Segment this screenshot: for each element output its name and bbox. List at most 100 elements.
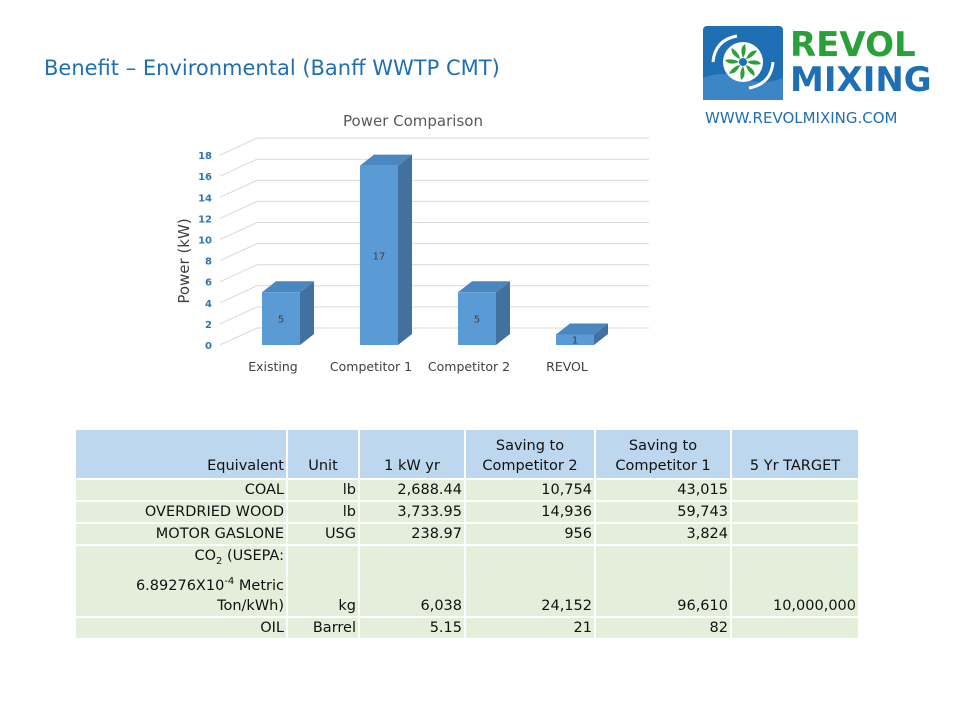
bar-side	[496, 281, 510, 345]
cell-saving-c2: 10,754	[464, 478, 596, 502]
co2-factor: 6.89276X10	[135, 577, 225, 594]
y-tick-label: 0	[205, 341, 212, 352]
cell-1kw-yr: 6,038	[358, 544, 466, 618]
bar-revol	[556, 323, 608, 345]
x-tick-label: REVOL	[546, 359, 588, 374]
bar-top	[556, 323, 608, 335]
cell-saving-c1: 82	[594, 615, 732, 640]
gridline-depth	[219, 243, 258, 262]
y-tick-label: 2	[205, 320, 212, 331]
chart-title: Power Comparison	[343, 112, 483, 130]
website-link[interactable]: WWW.REVOLMIXING.COM	[705, 109, 898, 127]
y-axis-label: Power (kW)	[175, 218, 193, 303]
gridline-depth	[219, 179, 258, 198]
table-row-gasoline: MOTOR GASLONE USG 238.97 956 3,824	[74, 522, 860, 546]
table-row-co2: CO2 (USEPA: 6.89276X10-4 Metric Ton/kWh) k…	[74, 544, 860, 618]
bar-existing	[262, 281, 314, 345]
header-saving-competitor-2: Saving to Competitor 2	[464, 428, 596, 480]
x-tick-label: Existing	[248, 359, 298, 374]
gridline-depth	[219, 264, 258, 283]
cell-target	[730, 500, 860, 524]
cell-equivalent: OIL	[74, 615, 288, 640]
cell-target: 10,000,000	[730, 544, 860, 618]
header-1kw-yr: 1 kW yr	[358, 428, 466, 480]
cell-saving-c1: 43,015	[594, 478, 732, 502]
gridline-depth	[219, 285, 258, 304]
bar-data-label: 5	[474, 315, 480, 326]
revol-mixing-logo: REVOL MIXING	[703, 25, 932, 100]
logo-word-mixing: MIXING	[790, 60, 932, 100]
equivalents-table: Equivalent Unit 1 kW yr Saving to Compet…	[74, 428, 860, 640]
cell-1kw-yr: 238.97	[358, 522, 466, 546]
cell-1kw-yr: 3,733.95	[358, 500, 466, 524]
table-row-coal: COAL lb 2,688.44 10,754 43,015	[74, 478, 860, 502]
cell-equivalent: OVERDRIED WOOD	[74, 500, 288, 524]
cell-saving-c2: 956	[464, 522, 596, 546]
cell-saving-c1: 96,610	[594, 544, 732, 618]
cell-target	[730, 615, 860, 640]
x-tick-label: Competitor 2	[428, 359, 510, 374]
bar-front	[556, 334, 594, 345]
co2-exponent: -4	[224, 575, 235, 587]
cell-target	[730, 478, 860, 502]
y-tick-label: 10	[198, 236, 212, 247]
cell-unit: lb	[286, 478, 360, 502]
table-row-wood: OVERDRIED WOOD lb 3,733.95 14,936 59,743	[74, 500, 860, 524]
table-row-oil: OIL Barrel 5.15 21 82	[74, 615, 860, 640]
bar-data-label: 1	[572, 336, 578, 347]
bar-top	[262, 281, 314, 293]
co2-metric: Metric	[234, 577, 284, 594]
cell-saving-c1: 3,824	[594, 522, 732, 546]
y-axis-ticks: 0 2 4 6 8 10 12 14 16 18	[198, 151, 212, 352]
cell-unit: lb	[286, 500, 360, 524]
y-tick-label: 18	[198, 151, 212, 162]
cell-unit: USG	[286, 522, 360, 546]
cell-saving-c2: 24,152	[464, 544, 596, 618]
co2-label: CO	[194, 548, 216, 564]
y-tick-label: 16	[198, 172, 212, 183]
co2-subscript: 2	[216, 555, 223, 567]
chart-data-labels: 5 17 5 1	[278, 251, 578, 346]
slide-title: Benefit – Environmental (Banff WWTP CMT)	[44, 56, 500, 80]
cell-equivalent: MOTOR GASLONE	[74, 522, 288, 546]
y-tick-label: 12	[198, 214, 212, 225]
gridline-depth	[219, 158, 258, 177]
gridline-depth	[219, 306, 258, 325]
gridline-depth	[219, 200, 258, 219]
logo-word-revol: REVOL	[790, 25, 916, 65]
bar-front	[262, 292, 300, 345]
cell-unit: Barrel	[286, 615, 360, 640]
y-tick-label: 8	[205, 257, 212, 268]
y-tick-label: 14	[198, 193, 212, 204]
bar-top	[360, 154, 412, 166]
cell-equivalent: COAL	[74, 478, 288, 502]
cell-equivalent: CO2 (USEPA: 6.89276X10-4 Metric Ton/kWh)	[74, 544, 288, 618]
bar-front	[360, 165, 398, 345]
header-saving-competitor-1: Saving to Competitor 1	[594, 428, 732, 480]
header-unit: Unit	[286, 428, 360, 480]
gridline-depth	[219, 327, 258, 346]
cell-saving-c2: 21	[464, 615, 596, 640]
cell-saving-c1: 59,743	[594, 500, 732, 524]
cell-1kw-yr: 2,688.44	[358, 478, 466, 502]
y-tick-label: 4	[205, 299, 212, 310]
header-equivalent: Equivalent	[74, 428, 288, 480]
cell-target	[730, 522, 860, 546]
x-axis-ticks: Existing Competitor 1 Competitor 2 REVOL	[248, 359, 588, 374]
power-comparison-chart: Power Comparison Power (kW) 0 2 4 6 8 10 12 14 1…	[175, 112, 649, 374]
cell-unit: kg	[286, 544, 360, 618]
cell-1kw-yr: 5.15	[358, 615, 466, 640]
y-tick-label: 6	[205, 278, 212, 289]
bar-side	[594, 323, 608, 345]
header-5yr-target: 5 Yr TARGET	[730, 428, 860, 480]
co2-unit-text: Ton/kWh)	[217, 597, 284, 614]
gridline-depth	[219, 137, 258, 156]
bar-front	[458, 292, 496, 345]
revol-impeller-icon	[703, 26, 783, 100]
x-tick-label: Competitor 1	[330, 359, 412, 374]
bar-data-label: 17	[373, 251, 386, 262]
bar-side	[398, 154, 412, 345]
table-header-row: Equivalent Unit 1 kW yr Saving to Compet…	[74, 428, 860, 480]
bar-competitor-1	[360, 154, 412, 345]
cell-saving-c2: 14,936	[464, 500, 596, 524]
